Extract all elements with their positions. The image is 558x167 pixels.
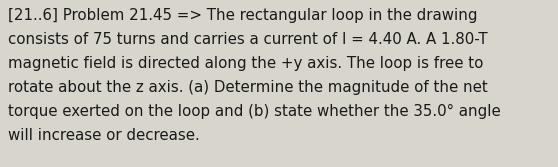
Text: consists of 75 turns and carries a current of I = 4.40 A. A 1.80-T: consists of 75 turns and carries a curre… — [8, 32, 488, 47]
Text: magnetic field is directed along the +y axis. The loop is free to: magnetic field is directed along the +y … — [8, 56, 483, 71]
Text: rotate about the z axis. (a) Determine the magnitude of the net: rotate about the z axis. (a) Determine t… — [8, 80, 488, 95]
Text: will increase or decrease.: will increase or decrease. — [8, 128, 200, 143]
Text: [21..6] Problem 21.45 => The rectangular loop in the drawing: [21..6] Problem 21.45 => The rectangular… — [8, 8, 478, 23]
Text: torque exerted on the loop and (b) state whether the 35.0° angle: torque exerted on the loop and (b) state… — [8, 104, 501, 119]
